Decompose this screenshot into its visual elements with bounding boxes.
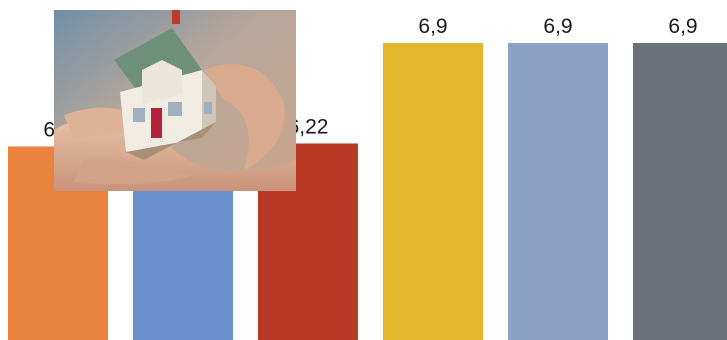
bar-4 [383, 43, 483, 340]
bar-5 [508, 43, 608, 340]
data-label-3: 6,22 [288, 115, 329, 138]
data-label-6: 6,9 [668, 15, 697, 38]
data-label-5: 6,9 [543, 15, 572, 38]
data-label-4: 6,9 [418, 15, 447, 38]
bar-6 [633, 43, 727, 340]
house-in-hands-photo [54, 10, 296, 191]
